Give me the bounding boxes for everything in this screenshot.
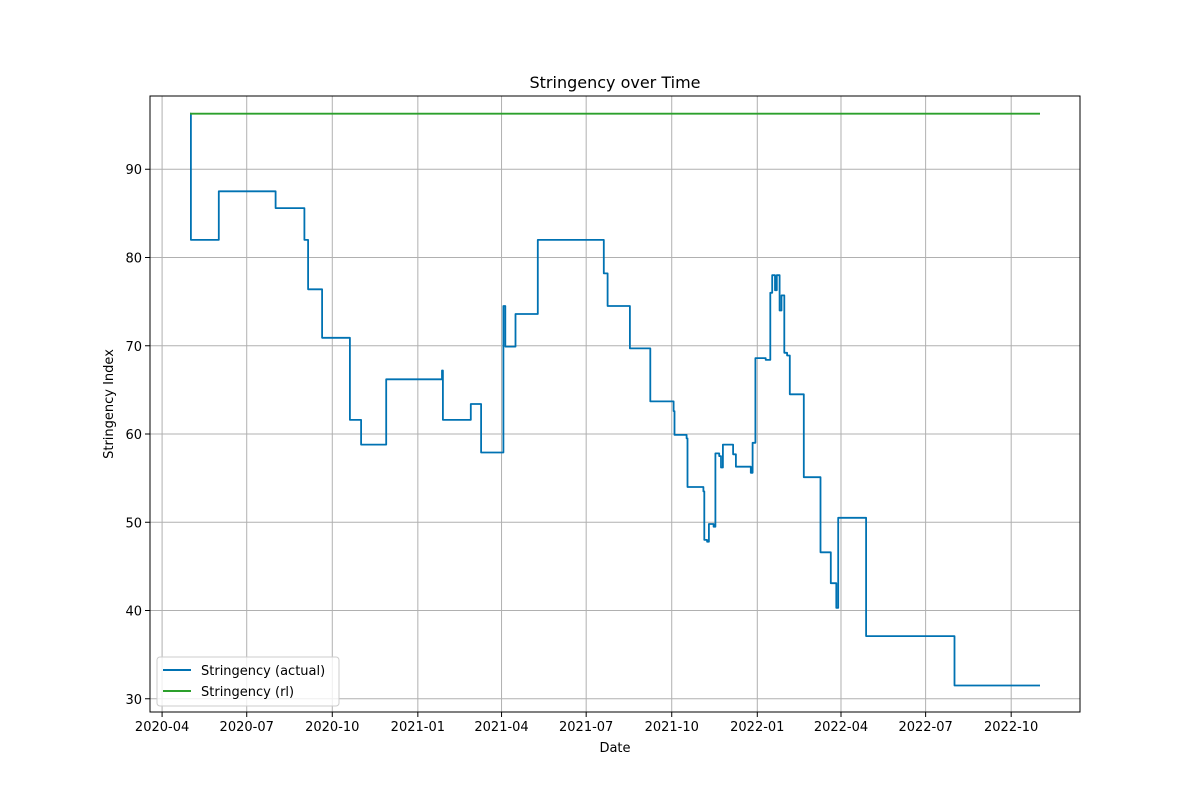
legend-label-rl: Stringency (rl)	[201, 685, 294, 700]
x-tick-label: 2021-04	[474, 720, 528, 735]
x-tick-label: 2021-10	[645, 720, 699, 735]
legend-box	[156, 656, 340, 707]
y-tick-label: 60	[125, 428, 142, 443]
series-line-actual	[190, 112, 1040, 687]
x-axis-ticks: 2020-04 2020-07 2020-10 2021-01 2021-04 2021-…	[135, 712, 1038, 735]
x-tick-label: 2022-07	[898, 720, 952, 735]
legend-label-actual: Stringency (actual)	[201, 664, 325, 679]
y-axis-ticks: 30 40 50 60 70 80 90	[125, 163, 150, 708]
y-tick-label: 50	[125, 516, 142, 531]
x-tick-label: 2022-10	[984, 720, 1038, 735]
x-tick-label: 2022-04	[814, 720, 868, 735]
plot-lines	[190, 112, 1040, 687]
x-tick-label: 2021-01	[391, 720, 445, 735]
chart-title: Stringency over Time	[529, 73, 700, 92]
x-axis-title: Date	[599, 741, 630, 756]
y-tick-label: 30	[125, 693, 142, 708]
x-tick-label: 2022-01	[730, 720, 784, 735]
y-tick-label: 90	[125, 163, 142, 178]
y-tick-label: 70	[125, 340, 142, 355]
x-tick-label: 2020-10	[305, 720, 359, 735]
x-tick-label: 2020-07	[220, 720, 274, 735]
y-tick-label: 80	[125, 252, 142, 267]
grid-lines	[150, 96, 1080, 712]
x-tick-label: 2020-04	[135, 720, 189, 735]
plot-frame	[149, 95, 1081, 713]
x-tick-label: 2021-07	[559, 720, 613, 735]
y-tick-label: 40	[125, 605, 142, 620]
legend: Stringency (actual) Stringency (rl)	[156, 656, 340, 707]
y-axis-title: Stringency Index	[102, 349, 117, 459]
